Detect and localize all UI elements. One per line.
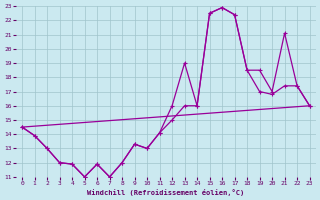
X-axis label: Windchill (Refroidissement éolien,°C): Windchill (Refroidissement éolien,°C) [87,189,244,196]
